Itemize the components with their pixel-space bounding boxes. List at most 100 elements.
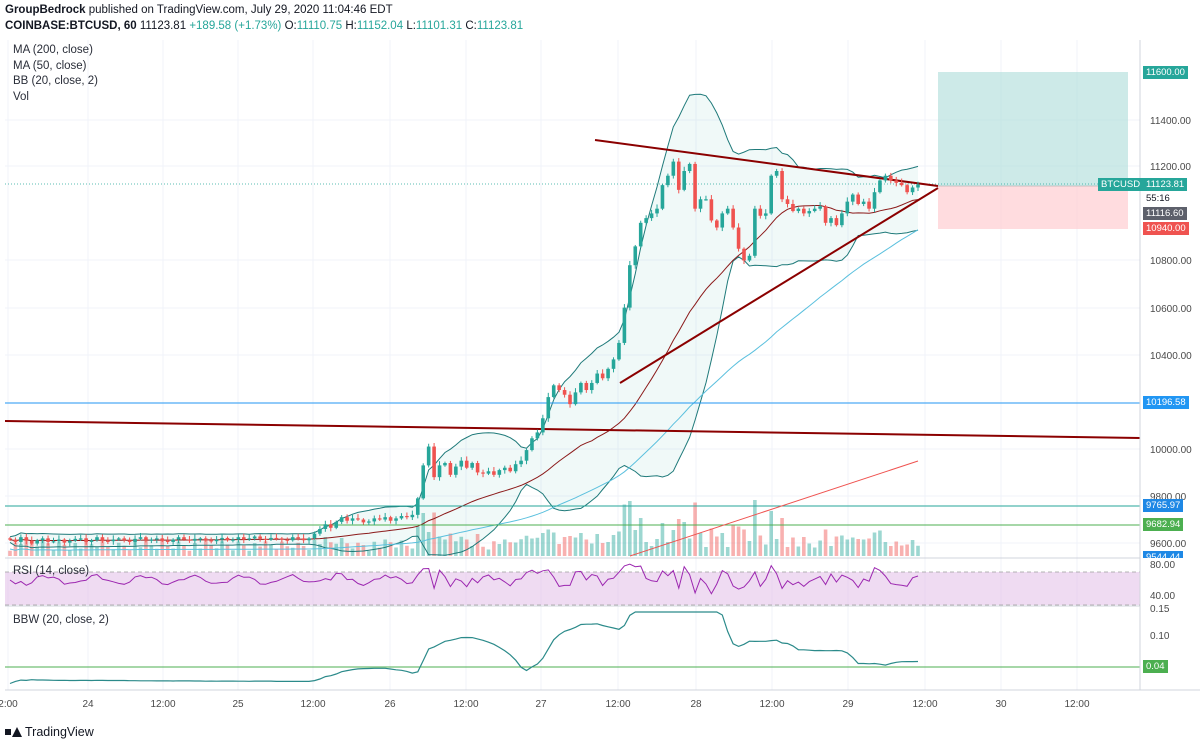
volume-bar bbox=[628, 501, 632, 556]
candle-body bbox=[464, 460, 469, 468]
volume-bar bbox=[720, 533, 725, 556]
candle-body bbox=[910, 187, 915, 193]
rsi-label[interactable]: RSI (14, close) bbox=[13, 565, 90, 577]
volume-bar bbox=[818, 540, 822, 556]
candle-body bbox=[73, 538, 78, 541]
candle-body bbox=[285, 539, 290, 541]
volume-bar bbox=[470, 546, 474, 556]
time-tick: 27 bbox=[535, 699, 547, 710]
candle-body bbox=[638, 222, 643, 247]
price-tick: 9800.00 bbox=[1150, 492, 1187, 503]
indicator-legend: MA (200, close) MA (50, close) BB (20, c… bbox=[13, 43, 98, 105]
volume-bar bbox=[301, 546, 306, 556]
bbw-label[interactable]: BBW (20, close, 2) bbox=[13, 614, 109, 626]
volume-bar bbox=[231, 550, 235, 556]
candle-body bbox=[62, 539, 67, 543]
candle-body bbox=[133, 538, 137, 542]
target-zone[interactable] bbox=[938, 72, 1128, 186]
level-9682-tag[interactable]: 9682.94 bbox=[1143, 518, 1184, 531]
trendline-rising-red[interactable] bbox=[629, 460, 919, 557]
bbw-value-tag[interactable]: 0.04 bbox=[1143, 660, 1168, 673]
volume-bar bbox=[405, 545, 409, 556]
candle-body bbox=[394, 518, 398, 521]
candle-body bbox=[350, 518, 355, 521]
stop-zone[interactable] bbox=[938, 186, 1128, 229]
publisher-name[interactable]: GroupBedrock bbox=[5, 4, 86, 16]
candle-body bbox=[225, 537, 230, 541]
candle-body bbox=[236, 537, 241, 540]
volume-bar bbox=[367, 551, 371, 556]
volume-bar bbox=[758, 535, 763, 556]
time-tick: 12:00 bbox=[1064, 699, 1089, 710]
volume-bar bbox=[519, 539, 523, 556]
volume-bar bbox=[24, 538, 29, 556]
tradingview-logo[interactable]: TradingView bbox=[5, 725, 94, 739]
legend-ma200[interactable]: MA (200, close) bbox=[13, 44, 93, 56]
candle-body bbox=[698, 199, 703, 209]
brand-name: TradingView bbox=[25, 725, 94, 739]
candle-body bbox=[296, 537, 300, 539]
volume-bar bbox=[725, 547, 730, 556]
price-tick: 10400.00 bbox=[1150, 351, 1192, 362]
volume-bar bbox=[247, 550, 252, 556]
volume-bar bbox=[443, 539, 447, 556]
bollinger-upper-line bbox=[9, 93, 919, 538]
candle-body bbox=[280, 538, 284, 540]
candle-body bbox=[155, 538, 159, 540]
open-value: 11110.75 bbox=[296, 20, 343, 32]
candle-body bbox=[568, 394, 572, 405]
volume-bar bbox=[388, 542, 393, 556]
candle-body bbox=[318, 528, 322, 534]
volume-bar bbox=[889, 546, 893, 556]
candle-body bbox=[497, 470, 502, 475]
candle-body bbox=[557, 385, 561, 391]
symbol-label[interactable]: COINBASE:BTCUSD, 60 bbox=[5, 20, 137, 32]
candle-body bbox=[187, 539, 192, 541]
candle-body bbox=[747, 255, 752, 261]
candle-body bbox=[377, 518, 382, 520]
trendline-upper[interactable] bbox=[594, 139, 939, 187]
trendline-long[interactable] bbox=[4, 420, 1141, 439]
volume-bar bbox=[214, 548, 219, 556]
candle-body bbox=[421, 465, 426, 499]
volume-bar bbox=[209, 545, 213, 556]
trendline-lower[interactable] bbox=[619, 187, 939, 384]
candle-body bbox=[106, 540, 110, 542]
candle-body bbox=[660, 185, 665, 209]
price-axis[interactable]: 11400.00 11200.00 10800.00 10600.00 1040… bbox=[1150, 116, 1192, 550]
volume-bar bbox=[894, 541, 899, 556]
level-9765-tag[interactable]: 9765.97 bbox=[1143, 499, 1184, 512]
volume-bar bbox=[198, 548, 203, 556]
volume-bar bbox=[149, 545, 154, 556]
target-price-tag[interactable]: 11600.00 bbox=[1143, 66, 1188, 79]
volume-bar bbox=[617, 531, 621, 556]
stop-price-tag[interactable]: 10940.00 bbox=[1143, 222, 1189, 235]
symbol-tag[interactable]: BTCUSD bbox=[1098, 178, 1144, 191]
volume-bar bbox=[861, 539, 866, 556]
candle-body bbox=[769, 175, 773, 214]
bbw-axis[interactable]: 0.15 0.10 bbox=[1150, 604, 1170, 642]
legend-vol[interactable]: Vol bbox=[13, 90, 29, 103]
ma-price-tag[interactable]: 11116.60 bbox=[1143, 207, 1187, 220]
candle-body bbox=[600, 373, 605, 379]
rsi-axis[interactable]: 80.00 40.00 bbox=[1150, 560, 1175, 602]
candle-body bbox=[823, 206, 828, 223]
legend-bb[interactable]: BB (20, close, 2) bbox=[13, 75, 99, 87]
candle-body bbox=[89, 540, 94, 542]
legend-ma50[interactable]: MA (50, close) bbox=[13, 59, 87, 72]
volume-bar bbox=[122, 546, 126, 556]
last-price-tag[interactable]: 11123.81 bbox=[1143, 178, 1188, 191]
volume-bar bbox=[95, 546, 99, 556]
time-tick: 26 bbox=[384, 699, 396, 710]
time-tick: 29 bbox=[842, 699, 854, 710]
level-10196-tag[interactable]: 10196.58 bbox=[1143, 396, 1189, 409]
volume-bar bbox=[502, 539, 507, 556]
time-axis[interactable]: 2:00 24 12:00 25 12:00 26 12:00 27 12:00 28 12:00 2… bbox=[0, 699, 1090, 710]
volume-bar bbox=[600, 543, 605, 556]
volume-bar bbox=[328, 542, 333, 556]
volume-bar bbox=[823, 529, 828, 556]
candle-body bbox=[763, 213, 768, 216]
countdown-tag: 55:16 bbox=[1143, 192, 1173, 205]
candle-body bbox=[840, 213, 844, 226]
